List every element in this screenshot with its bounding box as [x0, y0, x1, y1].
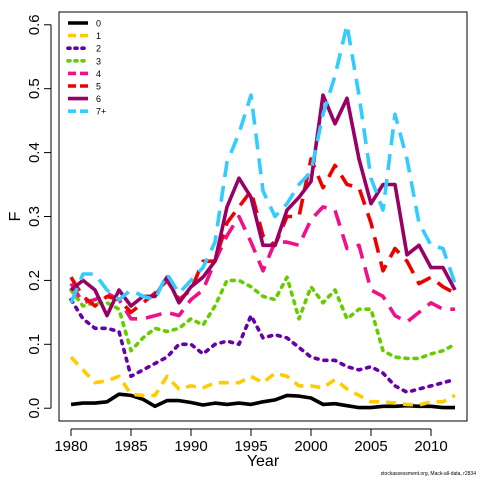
y-tick-label: 0.1: [26, 334, 43, 355]
series-line-0: [70, 392, 455, 410]
legend-label: 3: [96, 56, 101, 66]
y-tick-label: 0.4: [26, 142, 43, 163]
legend-label: 4: [96, 69, 101, 79]
x-axis-title: Year: [247, 453, 280, 470]
series-line-7plus: [69, 22, 457, 304]
y-tick-label: 0.2: [26, 270, 43, 291]
series-line-3: [69, 275, 457, 361]
y-axis-title: F: [7, 211, 24, 221]
y-tick-label: 0.0: [26, 398, 43, 419]
series-line-4: [69, 205, 455, 324]
x-tick-label: 1980: [54, 438, 87, 455]
x-axis: 1980 1985 1990 1995 2000 2005 2010: [54, 428, 448, 455]
legend-label: 6: [96, 94, 101, 104]
y-tick-label: 0.6: [26, 14, 43, 35]
x-tick-label: 1985: [114, 438, 147, 455]
x-tick-label: 1990: [174, 438, 207, 455]
series-line-1: [69, 355, 456, 407]
plot-frame: [58, 11, 468, 422]
legend-label: 5: [96, 82, 101, 92]
x-tick-label: 2005: [354, 438, 387, 455]
y-tick-label: 0.5: [26, 78, 43, 99]
legend: 0 1 2 3 4 5 6 7+: [66, 19, 106, 117]
x-tick-label: 2010: [414, 438, 447, 455]
y-tick-label: 0.3: [26, 206, 43, 227]
legend-label: 2: [96, 44, 101, 54]
legend-label: 7+: [96, 107, 106, 117]
y-axis: 0.0 0.1 0.2 0.3 0.4 0.5 0.6: [26, 14, 52, 419]
series-layer: [69, 22, 457, 410]
x-tick-label: 1995: [234, 438, 267, 455]
series-line-5: [69, 157, 456, 315]
series-line-2: [69, 297, 457, 395]
legend-label: 1: [96, 31, 101, 41]
series-line-6: [69, 93, 457, 318]
legend-label: 0: [96, 19, 101, 29]
credit-text: stockassessment.org, Mack-all-data, r283…: [380, 471, 476, 477]
x-tick-label: 2000: [294, 438, 327, 455]
